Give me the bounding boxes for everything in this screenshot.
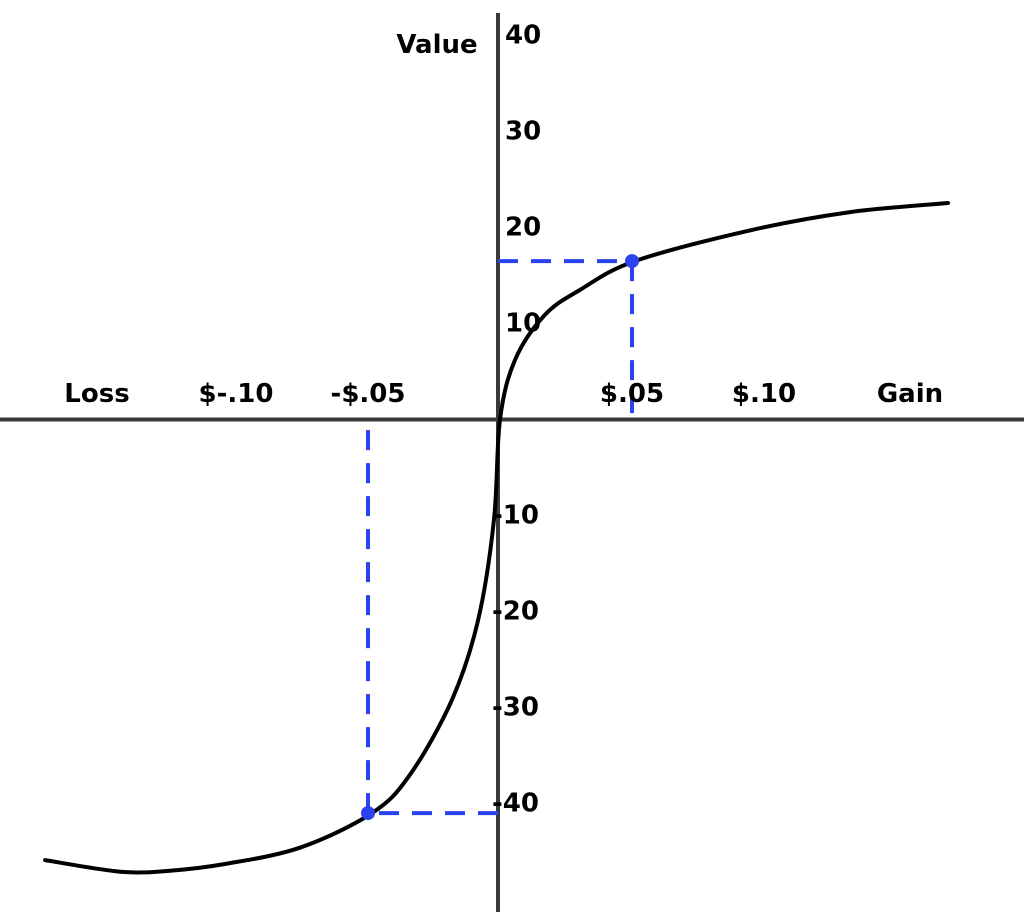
y-tick-label: -30 xyxy=(492,691,539,722)
highlight-dot-0 xyxy=(625,254,639,269)
x-axis-label-gain: Gain xyxy=(876,379,944,409)
value-curve xyxy=(43,201,950,875)
x-tick-label: $.05 xyxy=(599,379,665,409)
y-tick-label: 30 xyxy=(505,115,542,146)
y-tick-label: 20 xyxy=(505,211,542,242)
highlight-dot-1 xyxy=(361,806,375,821)
y-tick-label: -10 xyxy=(492,499,539,530)
x-tick-label: $-.10 xyxy=(198,379,274,409)
y-axis-title: Value xyxy=(396,30,478,60)
highlight-dots-group xyxy=(361,254,639,821)
guide-lines-group xyxy=(366,259,634,816)
x-axis-label-loss: Loss xyxy=(64,379,130,409)
y-tick-label: -40 xyxy=(492,787,539,818)
y-tick-label: -20 xyxy=(492,595,539,626)
y-tick-label: 10 xyxy=(505,307,542,338)
x-tick-label: -$.05 xyxy=(330,379,406,409)
x-tick-label: $.10 xyxy=(731,379,797,409)
y-tick-label: 40 xyxy=(505,19,542,50)
